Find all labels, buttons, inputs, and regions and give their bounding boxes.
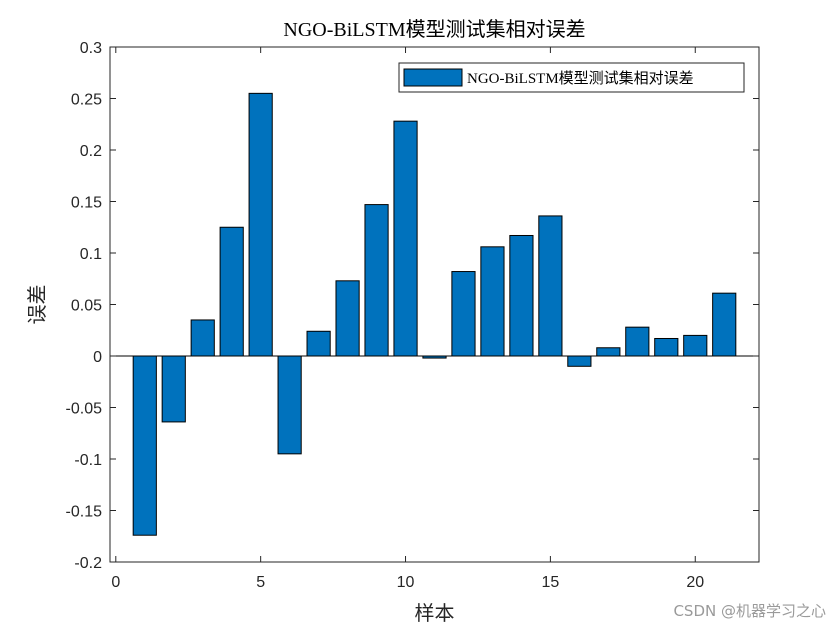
y-tick-label: -0.1 [74, 452, 102, 469]
x-axis-label: 样本 [415, 602, 455, 625]
x-tick-label: 10 [397, 574, 415, 591]
y-tick-label: -0.15 [66, 504, 103, 521]
bar-sample-21 [712, 292, 737, 357]
y-tick-label: 0.25 [71, 92, 102, 109]
legend: NGO-BiLSTM模型测试集相对误差 [398, 62, 745, 93]
bar-sample-1 [132, 355, 157, 536]
x-tick-label: 15 [541, 574, 559, 591]
bar-sample-12 [451, 271, 476, 357]
y-tick-label: 0.05 [71, 298, 102, 315]
y-tick-label: -0.05 [66, 401, 103, 418]
bar-sample-9 [364, 204, 389, 357]
bar-sample-13 [480, 246, 505, 357]
bar-series [132, 92, 737, 536]
bar-sample-19 [654, 337, 679, 357]
x-tick-label: 20 [686, 574, 704, 591]
legend-label: NGO-BiLSTM模型测试集相对误差 [467, 70, 694, 87]
watermark-text: CSDN @机器学习之心 [673, 602, 826, 620]
bar-sample-15 [538, 215, 563, 357]
y-tick-label: 0.1 [80, 246, 102, 263]
legend-swatch [403, 68, 463, 87]
y-tick-label: 0.15 [71, 195, 102, 212]
x-axis-ticks: 0 5 10 15 20 [111, 47, 704, 591]
bar-sample-8 [335, 280, 360, 357]
y-tick-label: 0.3 [80, 40, 102, 57]
bar-sample-10 [393, 120, 418, 357]
bar-sample-20 [683, 334, 708, 357]
bar-sample-5 [248, 92, 273, 357]
x-tick-label: 5 [256, 574, 265, 591]
plot-area [110, 47, 759, 562]
y-tick-label: 0 [93, 349, 102, 366]
bar-sample-4 [219, 226, 244, 357]
y-axis-ticks: -0.2 -0.15 -0.1 -0.05 0 0.05 0.1 0.15 0.2 0.25 0.3 [66, 40, 759, 572]
bar-sample-18 [625, 326, 650, 357]
bar-sample-16 [567, 355, 592, 367]
bar-sample-6 [277, 355, 302, 455]
bar-sample-2 [161, 355, 186, 423]
x-tick-label: 0 [111, 574, 120, 591]
chart-title: NGO-BiLSTM模型测试集相对误差 [283, 18, 585, 41]
bar-sample-17 [596, 347, 621, 357]
bar-sample-14 [509, 234, 534, 357]
bar-sample-7 [306, 330, 331, 357]
y-axis-label: 误差 [26, 285, 49, 325]
y-tick-label: -0.2 [74, 555, 102, 572]
bar-sample-3 [190, 319, 215, 357]
y-tick-label: 0.2 [80, 143, 102, 160]
